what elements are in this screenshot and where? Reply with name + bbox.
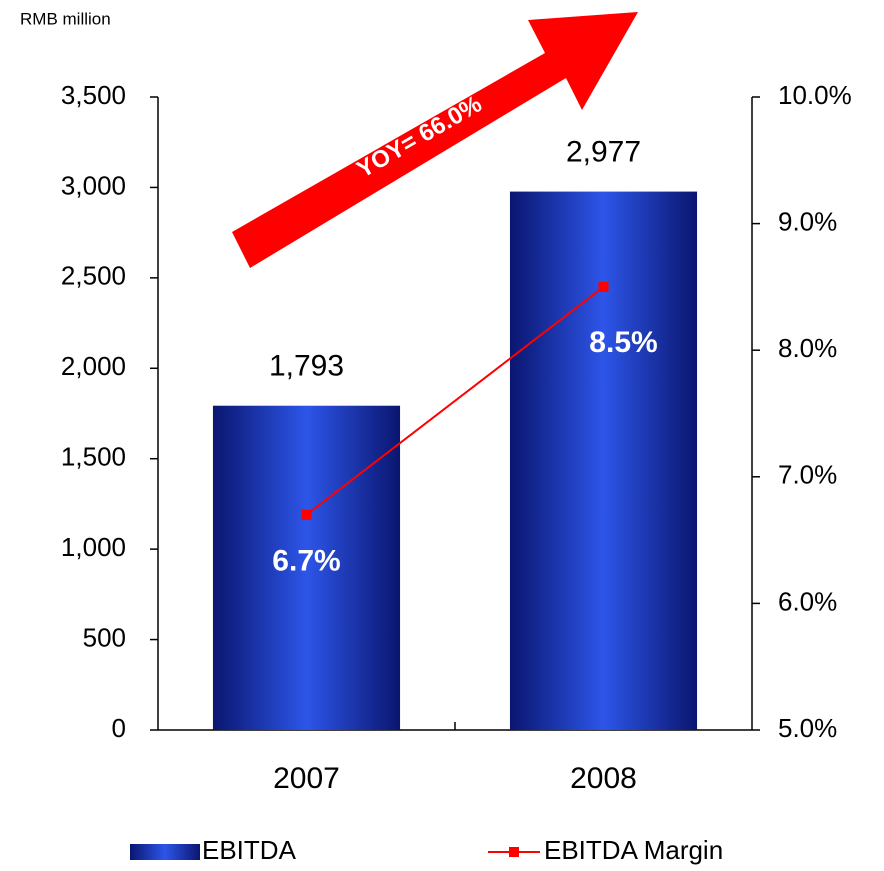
y2-tick-label: 8.0% — [778, 333, 837, 363]
legend-swatch — [130, 844, 200, 860]
y-tick-label: 2,000 — [61, 351, 126, 381]
y-tick-label: 2,500 — [61, 261, 126, 291]
x-tick-label: 2007 — [273, 762, 340, 795]
y-tick-label: 3,000 — [61, 170, 126, 200]
y2-tick-label: 9.0% — [778, 206, 837, 236]
y-tick-label: 1,000 — [61, 532, 126, 562]
data-label: 8.5% — [589, 326, 657, 359]
x-tick-label: 2008 — [570, 762, 637, 795]
line-marker — [598, 281, 609, 292]
data-label: 6.7% — [272, 545, 340, 578]
y2-tick-label: 5.0% — [778, 713, 837, 743]
line — [305, 286, 605, 516]
legend-swatch — [509, 847, 519, 857]
data-label: 1,793 — [269, 350, 344, 383]
y-tick-label: 500 — [83, 622, 126, 652]
bar — [509, 191, 698, 731]
data-label: 2,977 — [566, 136, 641, 169]
y2-tick-label: 10.0% — [778, 80, 852, 110]
legend-label: EBITDA — [202, 835, 297, 865]
y-tick-label: 0 — [112, 713, 126, 743]
y-tick-label: 1,500 — [61, 442, 126, 472]
line-marker — [301, 509, 312, 520]
y2-tick-label: 7.0% — [778, 460, 837, 490]
y2-tick-label: 6.0% — [778, 586, 837, 616]
legend-label: EBITDA Margin — [544, 835, 723, 865]
bar — [212, 405, 401, 730]
yoy-arrow — [232, 12, 638, 268]
unit-label: RMB million — [20, 9, 111, 28]
y-tick-label: 3,500 — [61, 80, 126, 110]
